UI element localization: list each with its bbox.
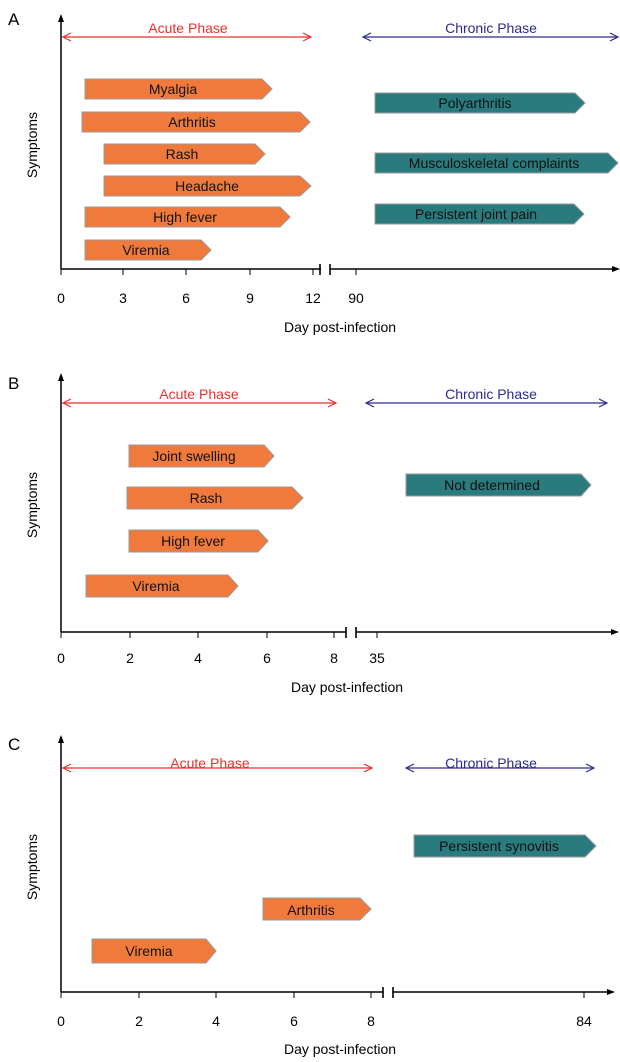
symptom-bar-joint-swelling <box>128 444 275 468</box>
chronic-phase-label: Chronic Phase <box>445 755 537 771</box>
symptom-bar-viremia <box>85 574 239 598</box>
chronic-phase-arrowhead <box>585 763 596 773</box>
x-tick-label: 6 <box>182 290 190 306</box>
x-tick-label: 6 <box>290 1013 298 1029</box>
symptom-bar-rash <box>103 143 266 165</box>
panel-letter: C <box>8 735 20 754</box>
symptom-bar-myalgia <box>84 78 273 100</box>
x-tick-label: 8 <box>367 1013 375 1029</box>
panel-c-diagram: C 0 2 4 6 8 84 Day post-infection Sympto… <box>8 735 615 1057</box>
symptom-bar-label: Headache <box>175 178 239 194</box>
symptom-bar-label: Musculoskeletal complaints <box>409 155 579 171</box>
chronic-phase-arrowhead <box>361 32 372 42</box>
panel-c: C 0 2 4 6 8 84 Day post-infection Sympto… <box>0 720 620 1062</box>
symptom-bar-musculoskeletal-complaints <box>374 152 619 174</box>
x-tick-label: 4 <box>194 650 202 666</box>
x-tick-label: 4 <box>212 1013 220 1029</box>
symptom-bar-label: Polyarthritis <box>438 95 511 111</box>
symptom-bar-arthritis <box>81 111 311 133</box>
y-axis-arrowhead <box>58 735 64 743</box>
acute-phase-arrowhead <box>61 398 72 408</box>
x-tick-label: 2 <box>126 650 134 666</box>
x-tick-label: 0 <box>57 1013 65 1029</box>
symptom-bar-polyarthritis <box>374 92 586 114</box>
acute-phase-label: Acute Phase <box>170 755 250 771</box>
symptom-bar-label: Rash <box>166 146 199 162</box>
x-axis-title: Day post-infection <box>291 679 403 695</box>
symptom-bar-label: Persistent synovitis <box>439 838 559 854</box>
acute-phase-label: Acute Phase <box>148 20 228 36</box>
symptom-bar-not-determined <box>405 473 592 497</box>
y-axis-arrowhead <box>58 14 64 22</box>
panel-a-diagram: A 0 3 6 9 12 90 Day post-infection Sympt… <box>8 10 620 335</box>
x-tick-label: 2 <box>135 1013 143 1029</box>
x-tick-label: 3 <box>119 290 127 306</box>
y-axis-arrowhead <box>58 373 64 381</box>
x-axis-arrowhead <box>611 629 619 635</box>
x-tick-label: 0 <box>57 650 65 666</box>
acute-phase-arrowhead <box>327 398 338 408</box>
x-tick-label: 8 <box>330 650 338 666</box>
y-axis-title: Symptoms <box>24 112 40 178</box>
acute-phase-arrowhead <box>61 32 72 42</box>
x-tick-label: 9 <box>246 290 254 306</box>
chronic-phase-arrowhead <box>598 398 609 408</box>
x-axis-arrowhead <box>607 989 615 995</box>
symptom-bar-high-fever <box>84 206 291 228</box>
symptom-bar-label: Joint swelling <box>152 448 235 464</box>
x-axis-title: Day post-infection <box>284 319 396 335</box>
symptom-bar-headache <box>103 175 312 197</box>
chronic-phase-label: Chronic Phase <box>445 386 537 402</box>
symptom-bar-persistent-joint-pain <box>374 203 585 225</box>
panel-letter: B <box>8 374 19 393</box>
symptom-bar-label: Viremia <box>132 578 179 594</box>
chronic-phase-arrowhead <box>609 32 620 42</box>
symptom-bar-persistent-synovitis <box>413 834 597 858</box>
panel-b: B 0 2 4 6 8 35 Day post-infection Sympto… <box>0 360 620 705</box>
y-axis-title: Symptoms <box>24 834 40 900</box>
x-tick-label: 84 <box>576 1013 592 1029</box>
symptom-bar-rash <box>126 486 304 510</box>
acute-phase-arrowhead <box>302 32 313 42</box>
acute-phase-arrowhead <box>61 763 72 773</box>
chronic-phase-arrowhead <box>364 398 375 408</box>
x-tick-label: 12 <box>305 290 321 306</box>
symptom-bar-high-fever <box>128 529 269 553</box>
x-tick-label: 6 <box>263 650 271 666</box>
symptom-bar-label: Arthritis <box>287 902 334 918</box>
panel-letter: A <box>8 10 20 29</box>
symptom-bar-label: Persistent joint pain <box>415 206 537 222</box>
chronic-phase-label: Chronic Phase <box>445 20 537 36</box>
symptom-bar-label: Not determined <box>444 477 540 493</box>
symptom-bar-label: Viremia <box>125 943 172 959</box>
x-axis-title: Day post-infection <box>284 1041 396 1057</box>
symptom-bar-label: Arthritis <box>168 114 215 130</box>
symptom-bar-viremia <box>84 239 212 261</box>
symptom-bar-label: Viremia <box>122 242 169 258</box>
y-axis-title: Symptoms <box>24 472 40 538</box>
symptom-bar-arthritis <box>262 897 372 921</box>
acute-phase-label: Acute Phase <box>159 386 239 402</box>
symptom-bar-viremia <box>91 938 217 964</box>
x-tick-label: 35 <box>369 650 385 666</box>
acute-phase-arrowhead <box>363 763 374 773</box>
symptom-bar-label: Myalgia <box>149 81 197 97</box>
x-tick-label: 0 <box>57 290 65 306</box>
x-tick-label: 90 <box>348 290 364 306</box>
symptom-bar-label: High fever <box>153 209 217 225</box>
chronic-phase-arrowhead <box>404 763 415 773</box>
x-axis-arrowhead <box>612 266 620 272</box>
symptom-bar-label: Rash <box>190 490 223 506</box>
panel-b-diagram: B 0 2 4 6 8 35 Day post-infection Sympto… <box>8 373 619 695</box>
panel-a: A 0 3 6 9 12 90 Day post-infection Sympt… <box>0 0 620 345</box>
symptom-bar-label: High fever <box>161 533 225 549</box>
